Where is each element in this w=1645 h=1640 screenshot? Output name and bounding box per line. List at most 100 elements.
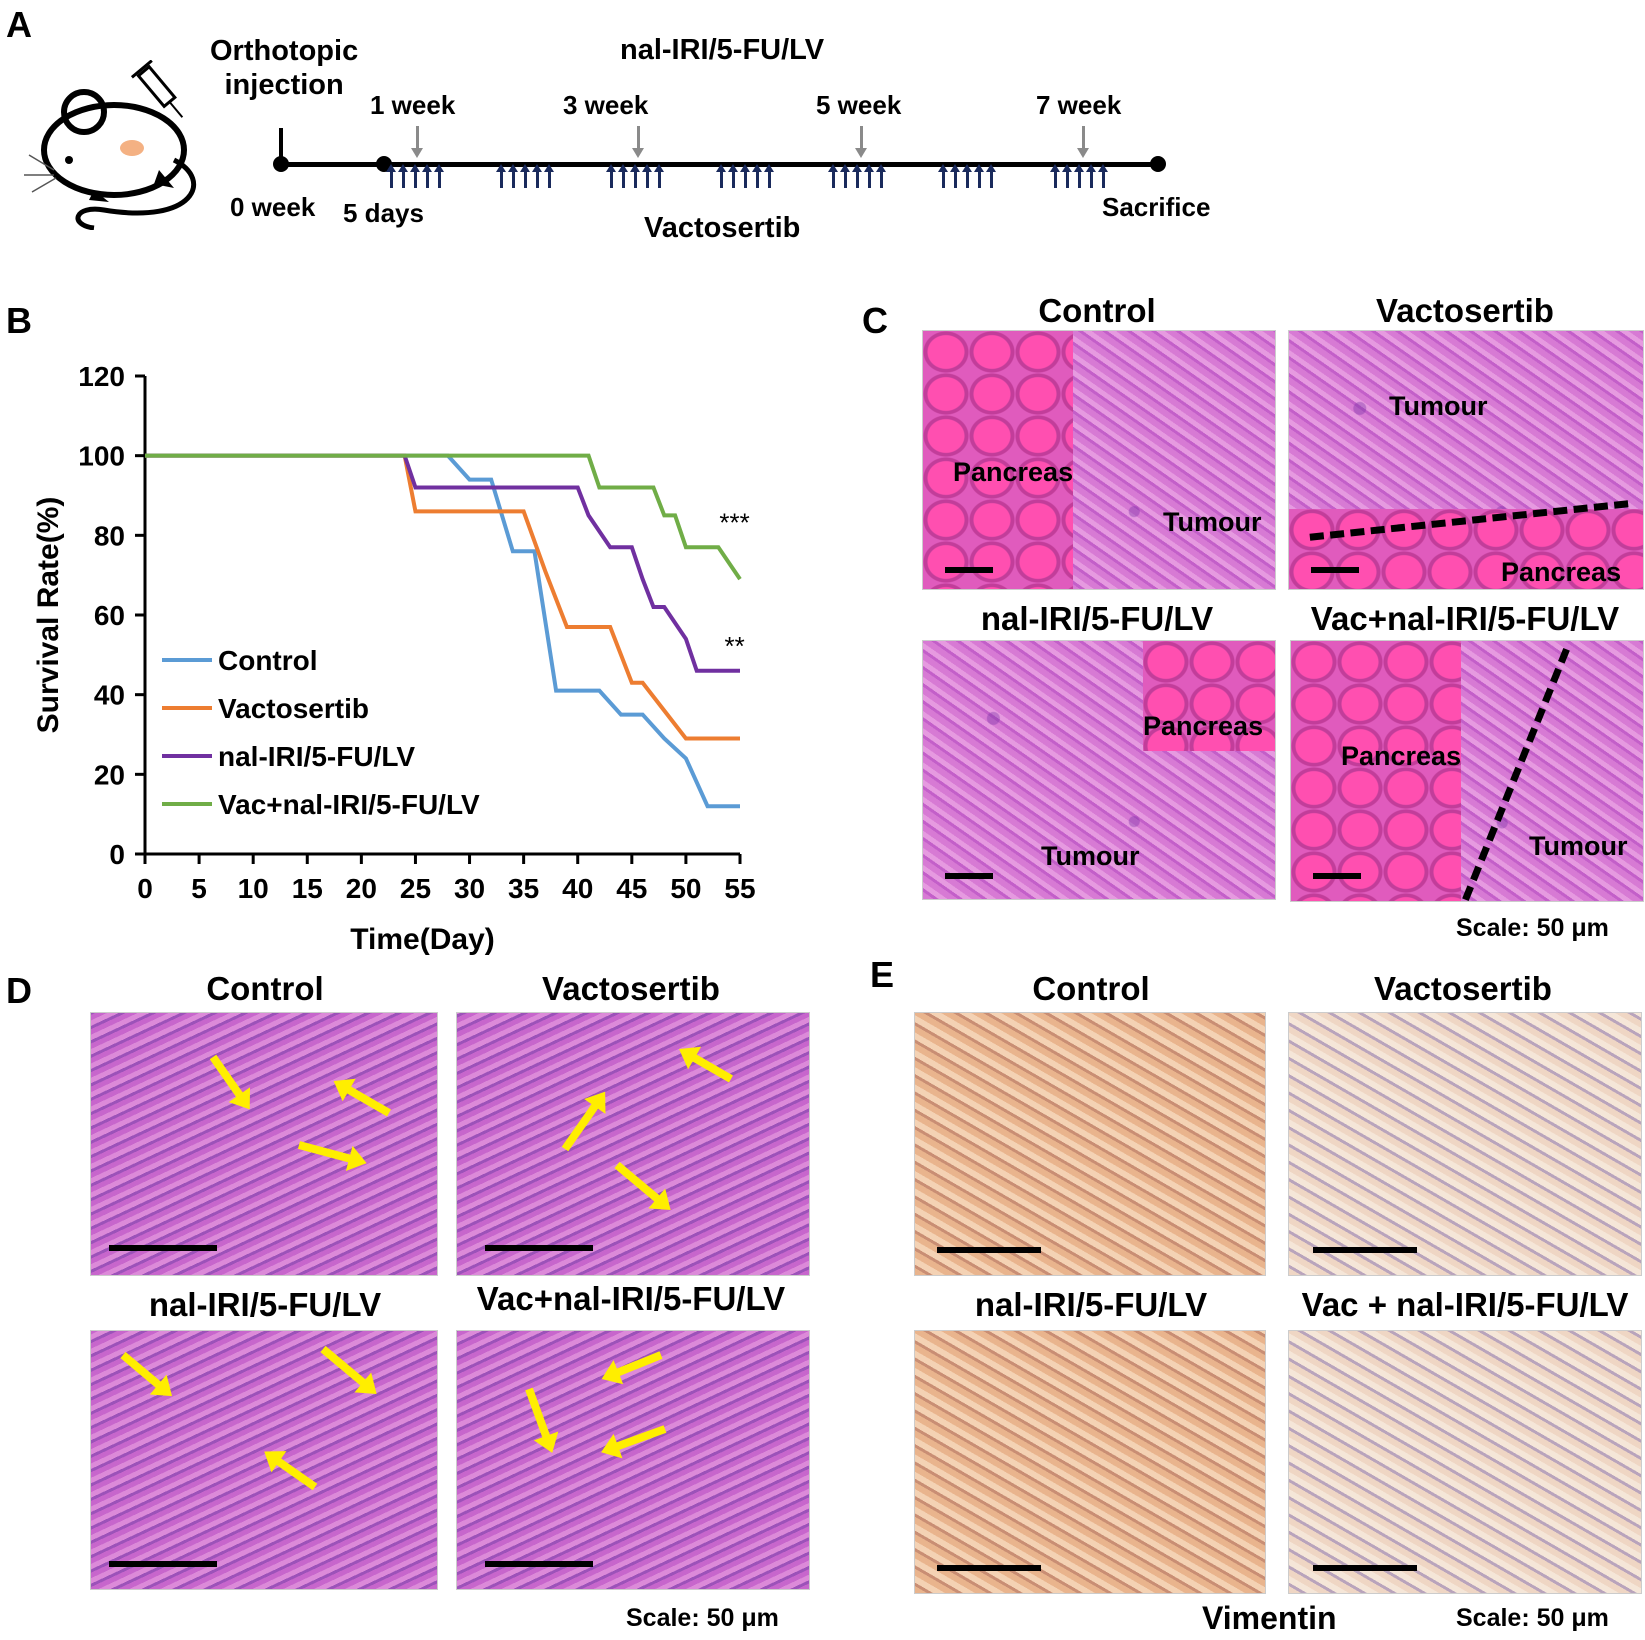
- scale-bar: [109, 1561, 217, 1567]
- week-marker-5: [855, 126, 867, 158]
- series-line: [145, 453, 740, 809]
- he-image-d-control: [90, 1012, 438, 1276]
- he-image-d-nal: [90, 1330, 438, 1590]
- dose-arrow: [962, 164, 972, 188]
- week-marker-1: [411, 126, 423, 158]
- sacrifice-label: Sacrifice: [1102, 192, 1211, 222]
- ihc-image-e-vactosertib: [1288, 1012, 1642, 1276]
- dose-arrow: [630, 164, 640, 188]
- dose-arrow: [864, 164, 874, 188]
- tissue-label-tumour: Tumour: [1041, 841, 1140, 871]
- x-tick-label: 10: [238, 873, 269, 904]
- he-image-c-nal: Pancreas Tumour: [922, 640, 1276, 900]
- ihc-image-e-control: [914, 1012, 1266, 1276]
- panel-e-title-nal: nal-IRI/5-FU/LV: [974, 1286, 1208, 1323]
- tissue-label-tumour: Tumour: [1163, 507, 1262, 537]
- panel-e-title-vactosertib: Vactosertib: [1374, 970, 1552, 1007]
- week0-label: 0 week: [230, 192, 316, 222]
- dose-arrow: [386, 164, 396, 188]
- x-tick-label: 5: [191, 873, 207, 904]
- dose-arrow: [828, 164, 838, 188]
- legend-label: nal-IRI/5-FU/LV: [218, 741, 415, 772]
- x-axis-label: Time(Day): [350, 923, 495, 956]
- x-tick-label: 45: [616, 873, 647, 904]
- x-tick-label: 20: [346, 873, 377, 904]
- yellow-arrow-marker: [613, 1351, 663, 1378]
- x-tick-label: 35: [508, 873, 539, 904]
- day5-label: 5 days: [343, 198, 424, 228]
- panel-d-title-vactosertib: Vactosertib: [542, 970, 720, 1007]
- dose-arrow: [618, 164, 628, 188]
- dose-arrow: [642, 164, 652, 188]
- scale-bar: [945, 873, 993, 879]
- tissue-label-pancreas: Pancreas: [953, 457, 1074, 487]
- x-tick-label: 25: [400, 873, 431, 904]
- dose-arrow: [654, 164, 664, 188]
- yellow-arrow-marker: [320, 1345, 369, 1389]
- scale-bar: [945, 567, 993, 573]
- y-tick-label: 60: [94, 600, 125, 631]
- panel-c-title-vactosertib: Vactosertib: [1376, 292, 1554, 329]
- he-image-d-combo: [456, 1330, 810, 1590]
- significance-annotation: ***: [719, 507, 749, 537]
- tissue-label-tumour: Tumour: [1389, 391, 1488, 421]
- dose-arrow: [876, 164, 886, 188]
- dose-arrow: [728, 164, 738, 188]
- dose-arrow: [434, 164, 444, 188]
- x-tick-label: 15: [292, 873, 323, 904]
- ihc-image-e-combo: [1288, 1330, 1642, 1594]
- panel-b-label: B: [6, 300, 32, 341]
- yellow-arrow-marker: [612, 1425, 667, 1452]
- ihc-image-e-nal: [914, 1330, 1266, 1594]
- series-line: [145, 453, 740, 741]
- tissue-label-pancreas: Pancreas: [1341, 741, 1462, 771]
- week-label-5: 5 week: [816, 90, 902, 120]
- dose-arrow: [410, 164, 420, 188]
- injection-label: Orthotopic injection: [210, 35, 359, 101]
- week-label-7: 7 week: [1036, 90, 1122, 120]
- he-image-c-control: Pancreas Tumour: [922, 330, 1276, 590]
- panel-d-title-combo: Vac+nal-IRI/5-FU/LV: [476, 1280, 786, 1317]
- legend-label: Vactosertib: [218, 693, 369, 724]
- series-line: [145, 453, 742, 581]
- x-tick-label: 55: [724, 873, 755, 904]
- tumour-border-line: [1462, 648, 1570, 901]
- dose-arrow: [740, 164, 750, 188]
- panel-d-label: D: [6, 970, 32, 1011]
- y-tick-label: 120: [78, 361, 125, 392]
- dose-arrow: [1086, 164, 1096, 188]
- he-image-d-vactosertib: [456, 1012, 810, 1276]
- week-marker-7: [1077, 126, 1089, 158]
- panel-a-label: A: [6, 4, 32, 45]
- scale-bar: [485, 1245, 593, 1251]
- drug-bottom-label: Vactosertib: [644, 212, 801, 244]
- dose-arrow: [752, 164, 762, 188]
- yellow-arrow-marker: [209, 1054, 245, 1101]
- dose-arrow: [520, 164, 530, 188]
- timeline-start-dot: [273, 156, 289, 172]
- y-axis-label: Survival Rate(%): [32, 497, 65, 734]
- dose-arrow: [496, 164, 506, 188]
- scale-bar: [937, 1565, 1041, 1571]
- x-tick-label: 30: [454, 873, 485, 904]
- dose-arrow: [840, 164, 850, 188]
- panel-c-scale-label: Scale: 50 μm: [1456, 914, 1609, 942]
- y-tick-label: 100: [78, 441, 125, 472]
- x-tick-label: 50: [670, 873, 701, 904]
- panel-c-title-combo: Vac+nal-IRI/5-FU/LV: [1310, 600, 1620, 637]
- dose-arrow: [1074, 164, 1084, 188]
- panel-c-title-control: Control: [1038, 292, 1156, 329]
- scale-bar: [1313, 1565, 1417, 1571]
- dose-arrow: [1098, 164, 1108, 188]
- panel-d-title-nal: nal-IRI/5-FU/LV: [148, 1286, 382, 1323]
- yellow-arrow-marker: [614, 1161, 663, 1205]
- dose-arrow: [764, 164, 774, 188]
- x-tick-label: 40: [562, 873, 593, 904]
- panel-e-label: E: [870, 954, 895, 995]
- series-line: [145, 453, 740, 673]
- mouse-icon: [24, 60, 196, 230]
- tissue-label-pancreas: Pancreas: [1143, 711, 1264, 741]
- legend-label: Vac+nal-IRI/5-FU/LV: [218, 789, 480, 820]
- dose-arrow: [852, 164, 862, 188]
- tissue-label-tumour: Tumour: [1529, 831, 1628, 861]
